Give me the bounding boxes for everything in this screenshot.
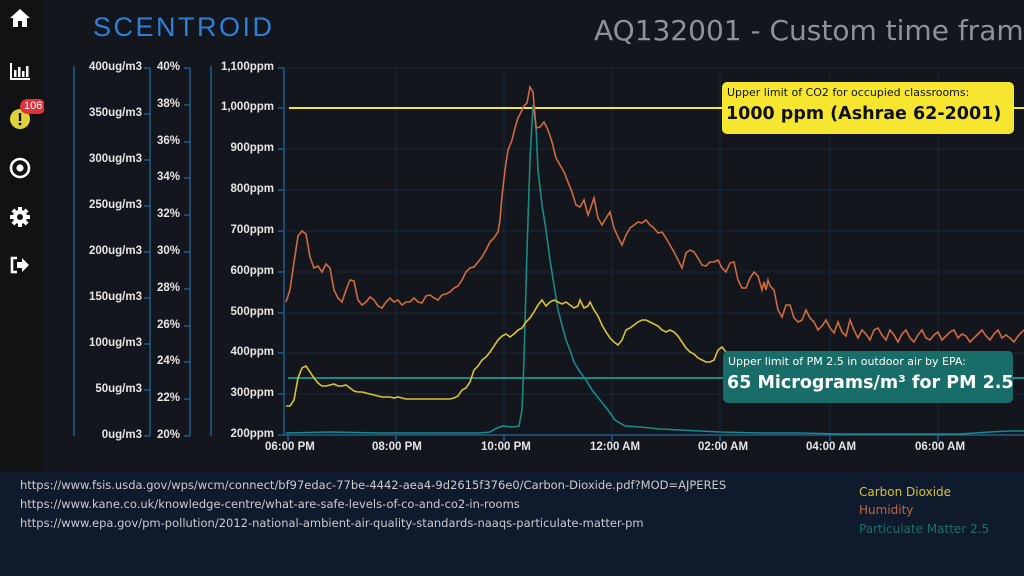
scentroid-logo: SCENTROID [93,12,275,42]
legend-item-carbon-dioxide[interactable]: Carbon Dioxide [859,485,952,499]
co2-series-line [286,297,735,407]
pm-annotation-caption: Upper limit of PM 2.5 in outdoor air by … [728,355,966,368]
alert-count-badge: 106 [20,99,47,114]
x-axis-ticks [287,435,939,441]
legend-item-pm25[interactable]: Particulate Matter 2.5 [859,522,990,536]
axis-lines [73,66,1024,437]
co2-annotation-value: 1000 ppm (Ashrae 62-2001) [726,104,1002,124]
gear-icon[interactable] [8,205,32,229]
alert-icon[interactable] [8,107,32,131]
reference-link[interactable]: https://www.epa.gov/pm-pollution/2012-na… [20,516,644,530]
legend-item-humidity[interactable]: Humidity [859,503,914,517]
page-title: AQ132001 - Custom time frame [594,14,1024,47]
humidity-series-line [285,84,1024,344]
target-icon[interactable] [8,156,32,180]
logout-icon[interactable] [8,253,32,277]
co2-axis-ticks [278,67,284,436]
reference-link[interactable]: https://www.kane.co.uk/knowledge-centre/… [20,497,520,511]
footer [0,472,1024,576]
co2-limit-annotation: Upper limit of CO2 for occupied classroo… [722,82,1014,134]
sidebar: 106 [0,0,47,472]
pm-annotation-value: 65 Micrograms/m³ for PM 2.5 [727,373,1014,393]
reference-link[interactable]: https://www.fsis.usda.gov/wps/wcm/connec… [20,478,727,492]
pm-limit-annotation: Upper limit of PM 2.5 in outdoor air by … [723,351,1014,403]
pm25-series-line [285,104,1024,435]
co2-annotation-caption: Upper limit of CO2 for occupied classroo… [727,86,970,99]
bar-chart-icon[interactable] [8,59,32,83]
home-icon[interactable] [8,6,32,30]
